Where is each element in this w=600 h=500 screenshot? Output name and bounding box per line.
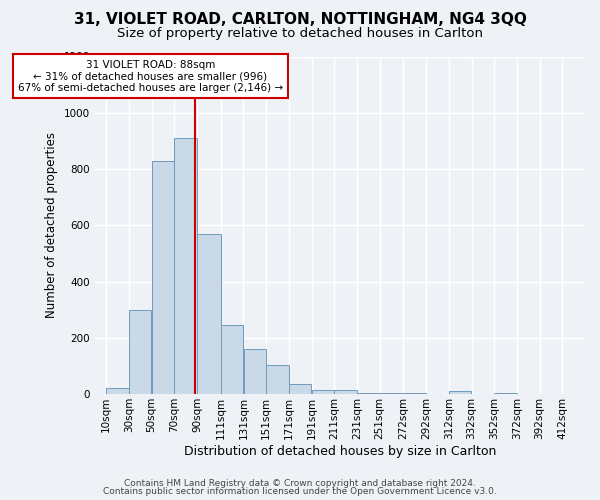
Bar <box>449 391 472 394</box>
Bar <box>106 388 129 394</box>
Bar <box>357 392 380 394</box>
Bar <box>266 365 289 394</box>
Bar <box>244 349 266 394</box>
Text: Size of property relative to detached houses in Carlton: Size of property relative to detached ho… <box>117 28 483 40</box>
Bar <box>129 310 151 394</box>
Text: 31 VIOLET ROAD: 88sqm
← 31% of detached houses are smaller (996)
67% of semi-det: 31 VIOLET ROAD: 88sqm ← 31% of detached … <box>18 60 283 93</box>
Bar <box>152 160 174 394</box>
Text: Contains public sector information licensed under the Open Government Licence v3: Contains public sector information licen… <box>103 487 497 496</box>
Bar <box>289 384 311 394</box>
Bar <box>494 393 517 394</box>
Bar <box>221 325 244 394</box>
Bar <box>311 390 334 394</box>
X-axis label: Distribution of detached houses by size in Carlton: Distribution of detached houses by size … <box>184 444 496 458</box>
Bar <box>175 138 197 394</box>
Text: Contains HM Land Registry data © Crown copyright and database right 2024.: Contains HM Land Registry data © Crown c… <box>124 478 476 488</box>
Y-axis label: Number of detached properties: Number of detached properties <box>45 132 58 318</box>
Bar <box>380 393 403 394</box>
Text: 31, VIOLET ROAD, CARLTON, NOTTINGHAM, NG4 3QQ: 31, VIOLET ROAD, CARLTON, NOTTINGHAM, NG… <box>74 12 526 28</box>
Bar <box>197 234 221 394</box>
Bar <box>334 390 357 394</box>
